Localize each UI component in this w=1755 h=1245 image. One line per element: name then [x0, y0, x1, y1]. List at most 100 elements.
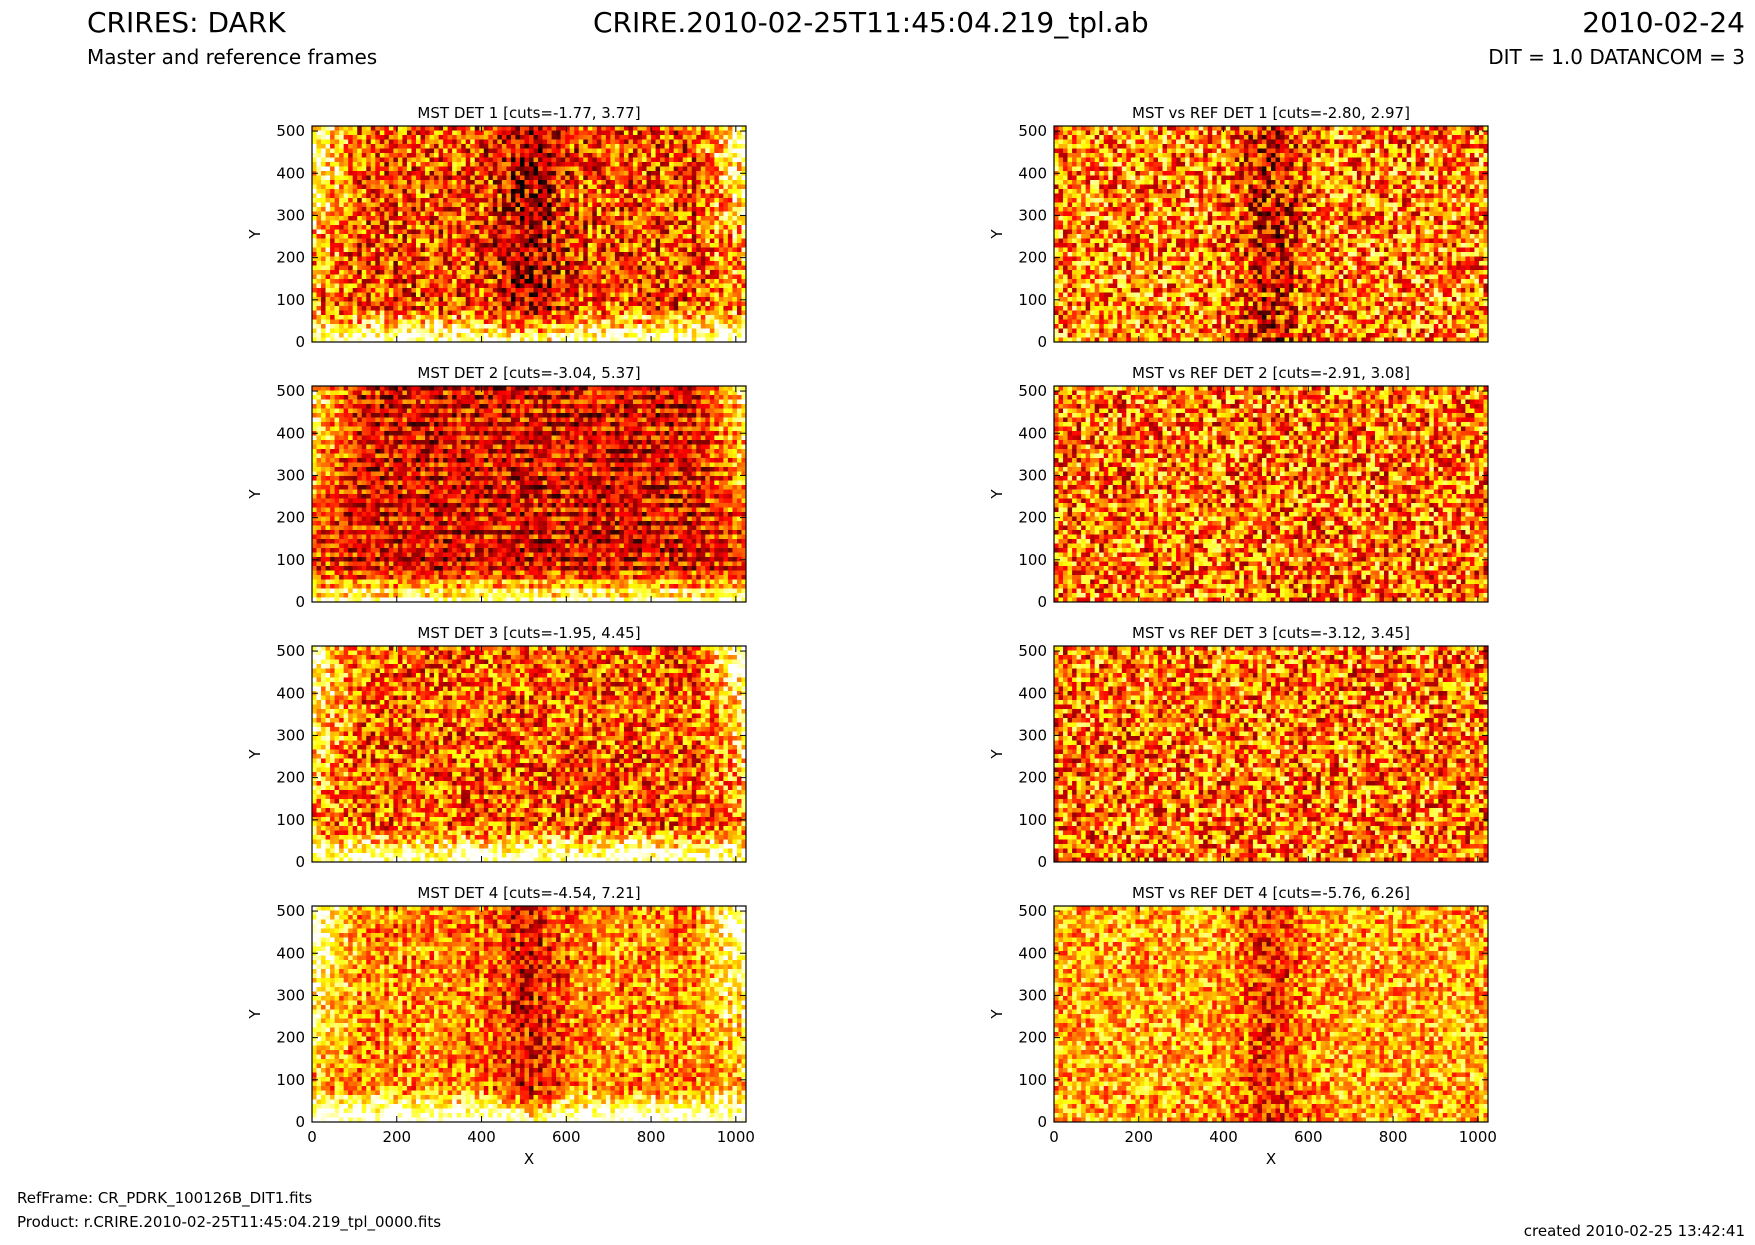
heatmap-cell — [375, 185, 380, 190]
heatmap-cell — [705, 185, 710, 190]
heatmap-cell — [335, 207, 340, 212]
heatmap-cell — [362, 126, 367, 131]
heatmap-cell — [534, 207, 539, 212]
heatmap-cell — [529, 171, 534, 176]
heatmap-cell — [506, 198, 511, 203]
heatmap-cell — [461, 176, 466, 181]
heatmap-cell — [317, 180, 322, 185]
heatmap-cell — [674, 207, 679, 212]
heatmap-cell — [470, 216, 475, 221]
heatmap-cell — [448, 225, 453, 230]
heatmap-cell — [728, 207, 733, 212]
heatmap-cell — [687, 257, 692, 262]
heatmap-cell — [317, 140, 322, 145]
heatmap-cell — [439, 257, 444, 262]
heatmap-cell — [371, 225, 376, 230]
heatmap-cell — [344, 252, 349, 257]
heatmap-cell — [362, 216, 367, 221]
heatmap-cell — [497, 194, 502, 199]
heatmap-cell — [461, 203, 466, 208]
heatmap-cell — [375, 252, 380, 257]
heatmap-cell — [615, 149, 620, 154]
heatmap-cell — [317, 225, 322, 230]
heatmap-cell — [524, 234, 529, 239]
heatmap-cell — [529, 158, 534, 163]
heatmap-cell — [714, 144, 719, 149]
heatmap-cell — [669, 176, 674, 181]
heatmap-cell — [457, 171, 462, 176]
heatmap-cell — [493, 135, 498, 140]
heatmap-cell — [669, 221, 674, 226]
heatmap-cell — [597, 248, 602, 253]
heatmap-cell — [619, 167, 624, 172]
heatmap-cell — [335, 230, 340, 235]
heatmap-cell — [479, 216, 484, 221]
heatmap-cell — [628, 257, 633, 262]
heatmap-cell — [470, 189, 475, 194]
heatmap-cell — [375, 189, 380, 194]
heatmap-cell — [669, 180, 674, 185]
heatmap-cell — [651, 239, 656, 244]
heatmap-cell — [543, 234, 548, 239]
heatmap-cell — [601, 162, 606, 167]
heatmap-cell — [524, 216, 529, 221]
heatmap-cell — [470, 221, 475, 226]
heatmap-cell — [705, 126, 710, 131]
heatmap-cell — [647, 212, 652, 217]
heatmap-cell — [570, 176, 575, 181]
heatmap-cell — [678, 176, 683, 181]
heatmap-cell — [348, 149, 353, 154]
heatmap-cell — [552, 180, 557, 185]
heatmap-cell — [416, 225, 421, 230]
heatmap-cell — [362, 257, 367, 262]
heatmap-cell — [421, 176, 426, 181]
heatmap-cell — [488, 185, 493, 190]
heatmap-cell — [574, 216, 579, 221]
heatmap-cell — [479, 243, 484, 248]
heatmap-cell — [317, 149, 322, 154]
heatmap-cell — [362, 230, 367, 235]
heatmap-cell — [524, 140, 529, 145]
heatmap-cell — [561, 221, 566, 226]
heatmap-cell — [592, 131, 597, 136]
heatmap-cell — [380, 225, 385, 230]
heatmap-cell — [728, 248, 733, 253]
heatmap-cell — [669, 194, 674, 199]
heatmap-cell — [511, 203, 516, 208]
heatmap-cell — [353, 212, 358, 217]
heatmap-cell — [353, 221, 358, 226]
heatmap-cell — [475, 207, 480, 212]
heatmap-cell — [362, 149, 367, 154]
heatmap-cell — [583, 176, 588, 181]
heatmap-cell — [651, 252, 656, 257]
heatmap-cell — [710, 203, 715, 208]
heatmap-cell — [466, 252, 471, 257]
heatmap-cell — [389, 243, 394, 248]
heatmap-cell — [461, 153, 466, 158]
heatmap-cell — [389, 153, 394, 158]
heatmap-cell — [416, 176, 421, 181]
heatmap-cell — [425, 171, 430, 176]
heatmap-cell — [642, 135, 647, 140]
heatmap-cell — [452, 207, 457, 212]
heatmap-cell — [375, 176, 380, 181]
heatmap-cell — [556, 203, 561, 208]
heatmap-cell — [366, 239, 371, 244]
heatmap-cell — [330, 167, 335, 172]
heatmap-cell — [443, 194, 448, 199]
heatmap-cell — [344, 185, 349, 190]
heatmap-cell — [660, 203, 665, 208]
heatmap-cell — [362, 207, 367, 212]
heatmap-cell — [326, 135, 331, 140]
heatmap-cell — [425, 135, 430, 140]
heatmap-cell — [398, 158, 403, 163]
heatmap-cell — [488, 221, 493, 226]
heatmap-cell — [407, 203, 412, 208]
heatmap-cell — [538, 252, 543, 257]
heatmap-cell — [647, 140, 652, 145]
heatmap-cell — [714, 140, 719, 145]
heatmap-cell — [425, 225, 430, 230]
heatmap-cell — [398, 212, 403, 217]
heatmap-cell — [312, 185, 317, 190]
heatmap-cell — [443, 162, 448, 167]
